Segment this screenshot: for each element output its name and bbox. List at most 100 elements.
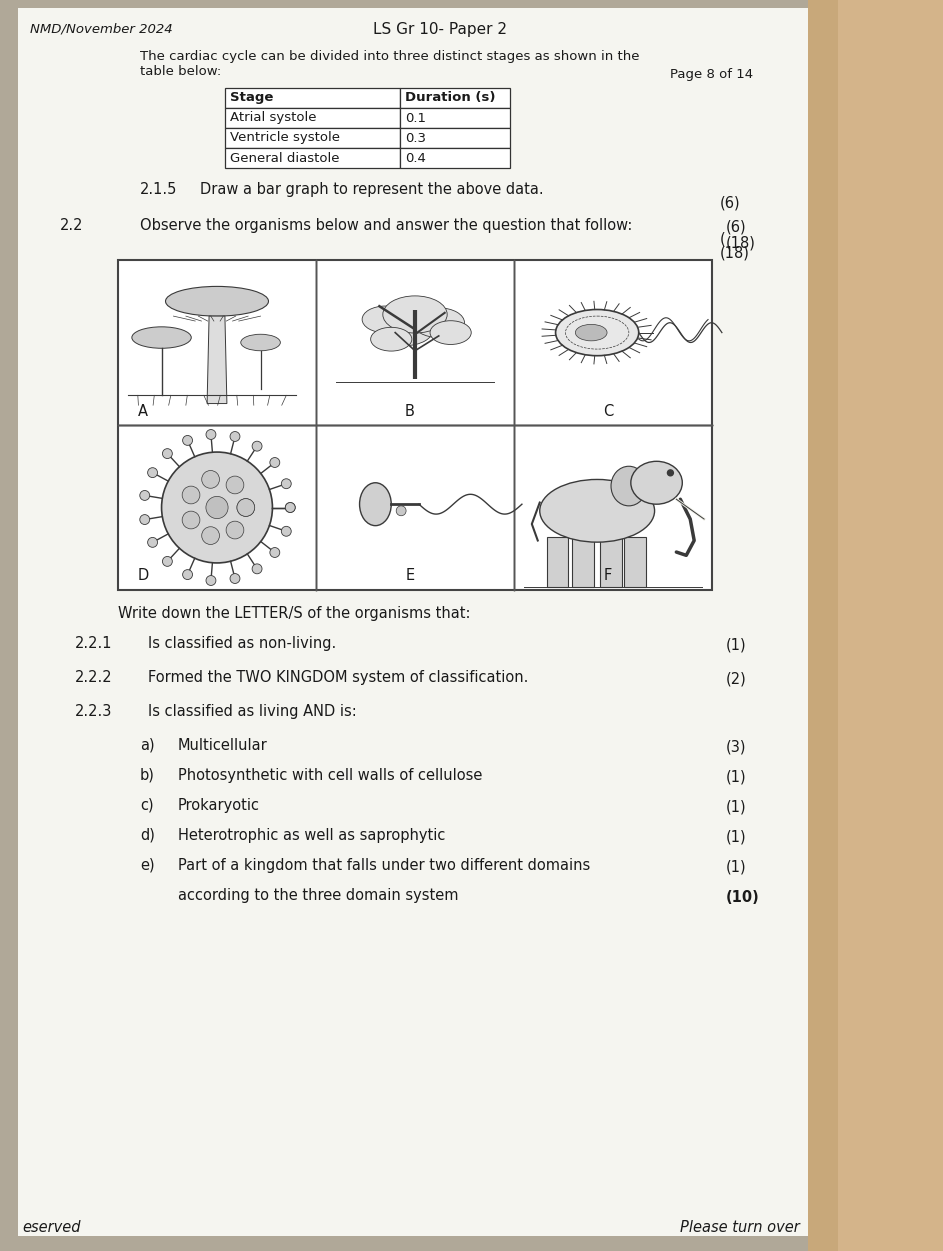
Text: F: F	[604, 568, 612, 583]
Text: Multicellular: Multicellular	[178, 738, 268, 753]
Circle shape	[202, 527, 220, 544]
Bar	[400, 108, 510, 128]
Text: Draw a bar graph to represent the above data.: Draw a bar graph to represent the above …	[200, 181, 543, 196]
Text: (1): (1)	[726, 638, 747, 653]
Text: 2.1.5: 2.1.5	[140, 181, 177, 196]
Circle shape	[226, 477, 244, 494]
Text: Part of a kingdom that falls under two different domains: Part of a kingdom that falls under two d…	[178, 858, 590, 873]
Circle shape	[237, 499, 255, 517]
Circle shape	[182, 512, 200, 529]
Text: Write down the LETTER/S of the organisms that:: Write down the LETTER/S of the organisms…	[118, 605, 471, 620]
Text: (: (	[720, 231, 726, 246]
Circle shape	[252, 442, 262, 452]
Circle shape	[252, 564, 262, 574]
Circle shape	[206, 497, 228, 519]
Ellipse shape	[371, 328, 412, 352]
Ellipse shape	[575, 324, 607, 340]
Text: Heterotrophic as well as saprophytic: Heterotrophic as well as saprophytic	[178, 828, 445, 843]
Circle shape	[162, 557, 173, 567]
Ellipse shape	[539, 479, 654, 542]
Ellipse shape	[631, 462, 683, 504]
Text: B: B	[405, 404, 415, 419]
Bar	[225, 148, 400, 168]
Text: Atrial systole: Atrial systole	[230, 111, 317, 125]
Circle shape	[286, 503, 295, 513]
Bar	[225, 128, 400, 148]
Circle shape	[148, 468, 157, 478]
Text: Formed the TWO KINGDOM system of classification.: Formed the TWO KINGDOM system of classif…	[148, 671, 528, 686]
Circle shape	[230, 573, 240, 583]
Bar	[624, 537, 646, 587]
Text: 0.1: 0.1	[405, 111, 426, 125]
Circle shape	[668, 470, 673, 475]
Circle shape	[162, 449, 173, 459]
Circle shape	[183, 435, 192, 445]
Circle shape	[182, 487, 200, 504]
Circle shape	[396, 505, 406, 515]
Circle shape	[281, 479, 291, 489]
Text: (1): (1)	[726, 799, 747, 814]
Bar	[225, 88, 400, 108]
Text: (10): (10)	[726, 889, 760, 904]
Text: (6): (6)	[720, 196, 740, 211]
Text: (6): (6)	[726, 220, 747, 235]
Text: C: C	[603, 404, 613, 419]
Text: NMD/November 2024: NMD/November 2024	[30, 23, 173, 35]
Bar	[400, 148, 510, 168]
Bar	[600, 537, 622, 587]
Text: E: E	[405, 568, 415, 583]
Circle shape	[183, 569, 192, 579]
Circle shape	[230, 432, 240, 442]
Text: 2.2: 2.2	[60, 218, 84, 233]
Circle shape	[270, 548, 280, 558]
Text: 2.2.2: 2.2.2	[75, 671, 112, 686]
Text: (1): (1)	[726, 771, 747, 784]
Text: Photosynthetic with cell walls of cellulose: Photosynthetic with cell walls of cellul…	[178, 768, 483, 783]
Text: d): d)	[140, 828, 155, 843]
Text: D: D	[138, 568, 149, 583]
Text: Is classified as living AND is:: Is classified as living AND is:	[148, 704, 356, 719]
Text: Prokaryotic: Prokaryotic	[178, 798, 260, 813]
Text: 2.2.3: 2.2.3	[75, 704, 112, 719]
Bar	[547, 537, 569, 587]
Bar	[400, 128, 510, 148]
Text: Ventricle systole: Ventricle systole	[230, 131, 340, 145]
Text: (1): (1)	[726, 859, 747, 874]
Ellipse shape	[362, 306, 408, 333]
Text: Please turn over: Please turn over	[680, 1220, 800, 1235]
Circle shape	[140, 514, 150, 524]
Ellipse shape	[430, 320, 472, 344]
Circle shape	[161, 452, 273, 563]
Bar	[838, 0, 943, 1251]
Text: (3): (3)	[726, 741, 747, 756]
Text: General diastole: General diastole	[230, 151, 339, 164]
Text: table below:: table below:	[140, 65, 222, 78]
Text: c): c)	[140, 798, 154, 813]
Ellipse shape	[132, 327, 191, 348]
Circle shape	[202, 470, 220, 488]
Text: LS Gr 10- Paper 2: LS Gr 10- Paper 2	[373, 23, 507, 38]
Text: e): e)	[140, 858, 155, 873]
Circle shape	[226, 522, 244, 539]
Circle shape	[206, 575, 216, 585]
Bar	[18, 8, 808, 1236]
Text: 0.4: 0.4	[405, 151, 426, 164]
Circle shape	[140, 490, 150, 500]
Text: 0.3: 0.3	[405, 131, 426, 145]
Ellipse shape	[377, 313, 434, 345]
Text: Is classified as non-living.: Is classified as non-living.	[148, 636, 337, 651]
Text: (1): (1)	[726, 829, 747, 844]
Text: The cardiac cycle can be divided into three distinct stages as shown in the: The cardiac cycle can be divided into th…	[140, 50, 639, 63]
Text: a): a)	[140, 738, 155, 753]
Text: Page 8 of 14: Page 8 of 14	[670, 68, 753, 81]
Ellipse shape	[359, 483, 391, 525]
Text: Stage: Stage	[230, 91, 273, 105]
Bar	[400, 88, 510, 108]
Ellipse shape	[166, 286, 269, 317]
Text: eserved: eserved	[22, 1220, 80, 1235]
Text: b): b)	[140, 768, 155, 783]
Circle shape	[206, 429, 216, 439]
Bar	[808, 0, 943, 1251]
Polygon shape	[207, 317, 227, 404]
Text: Duration (s): Duration (s)	[405, 91, 495, 105]
